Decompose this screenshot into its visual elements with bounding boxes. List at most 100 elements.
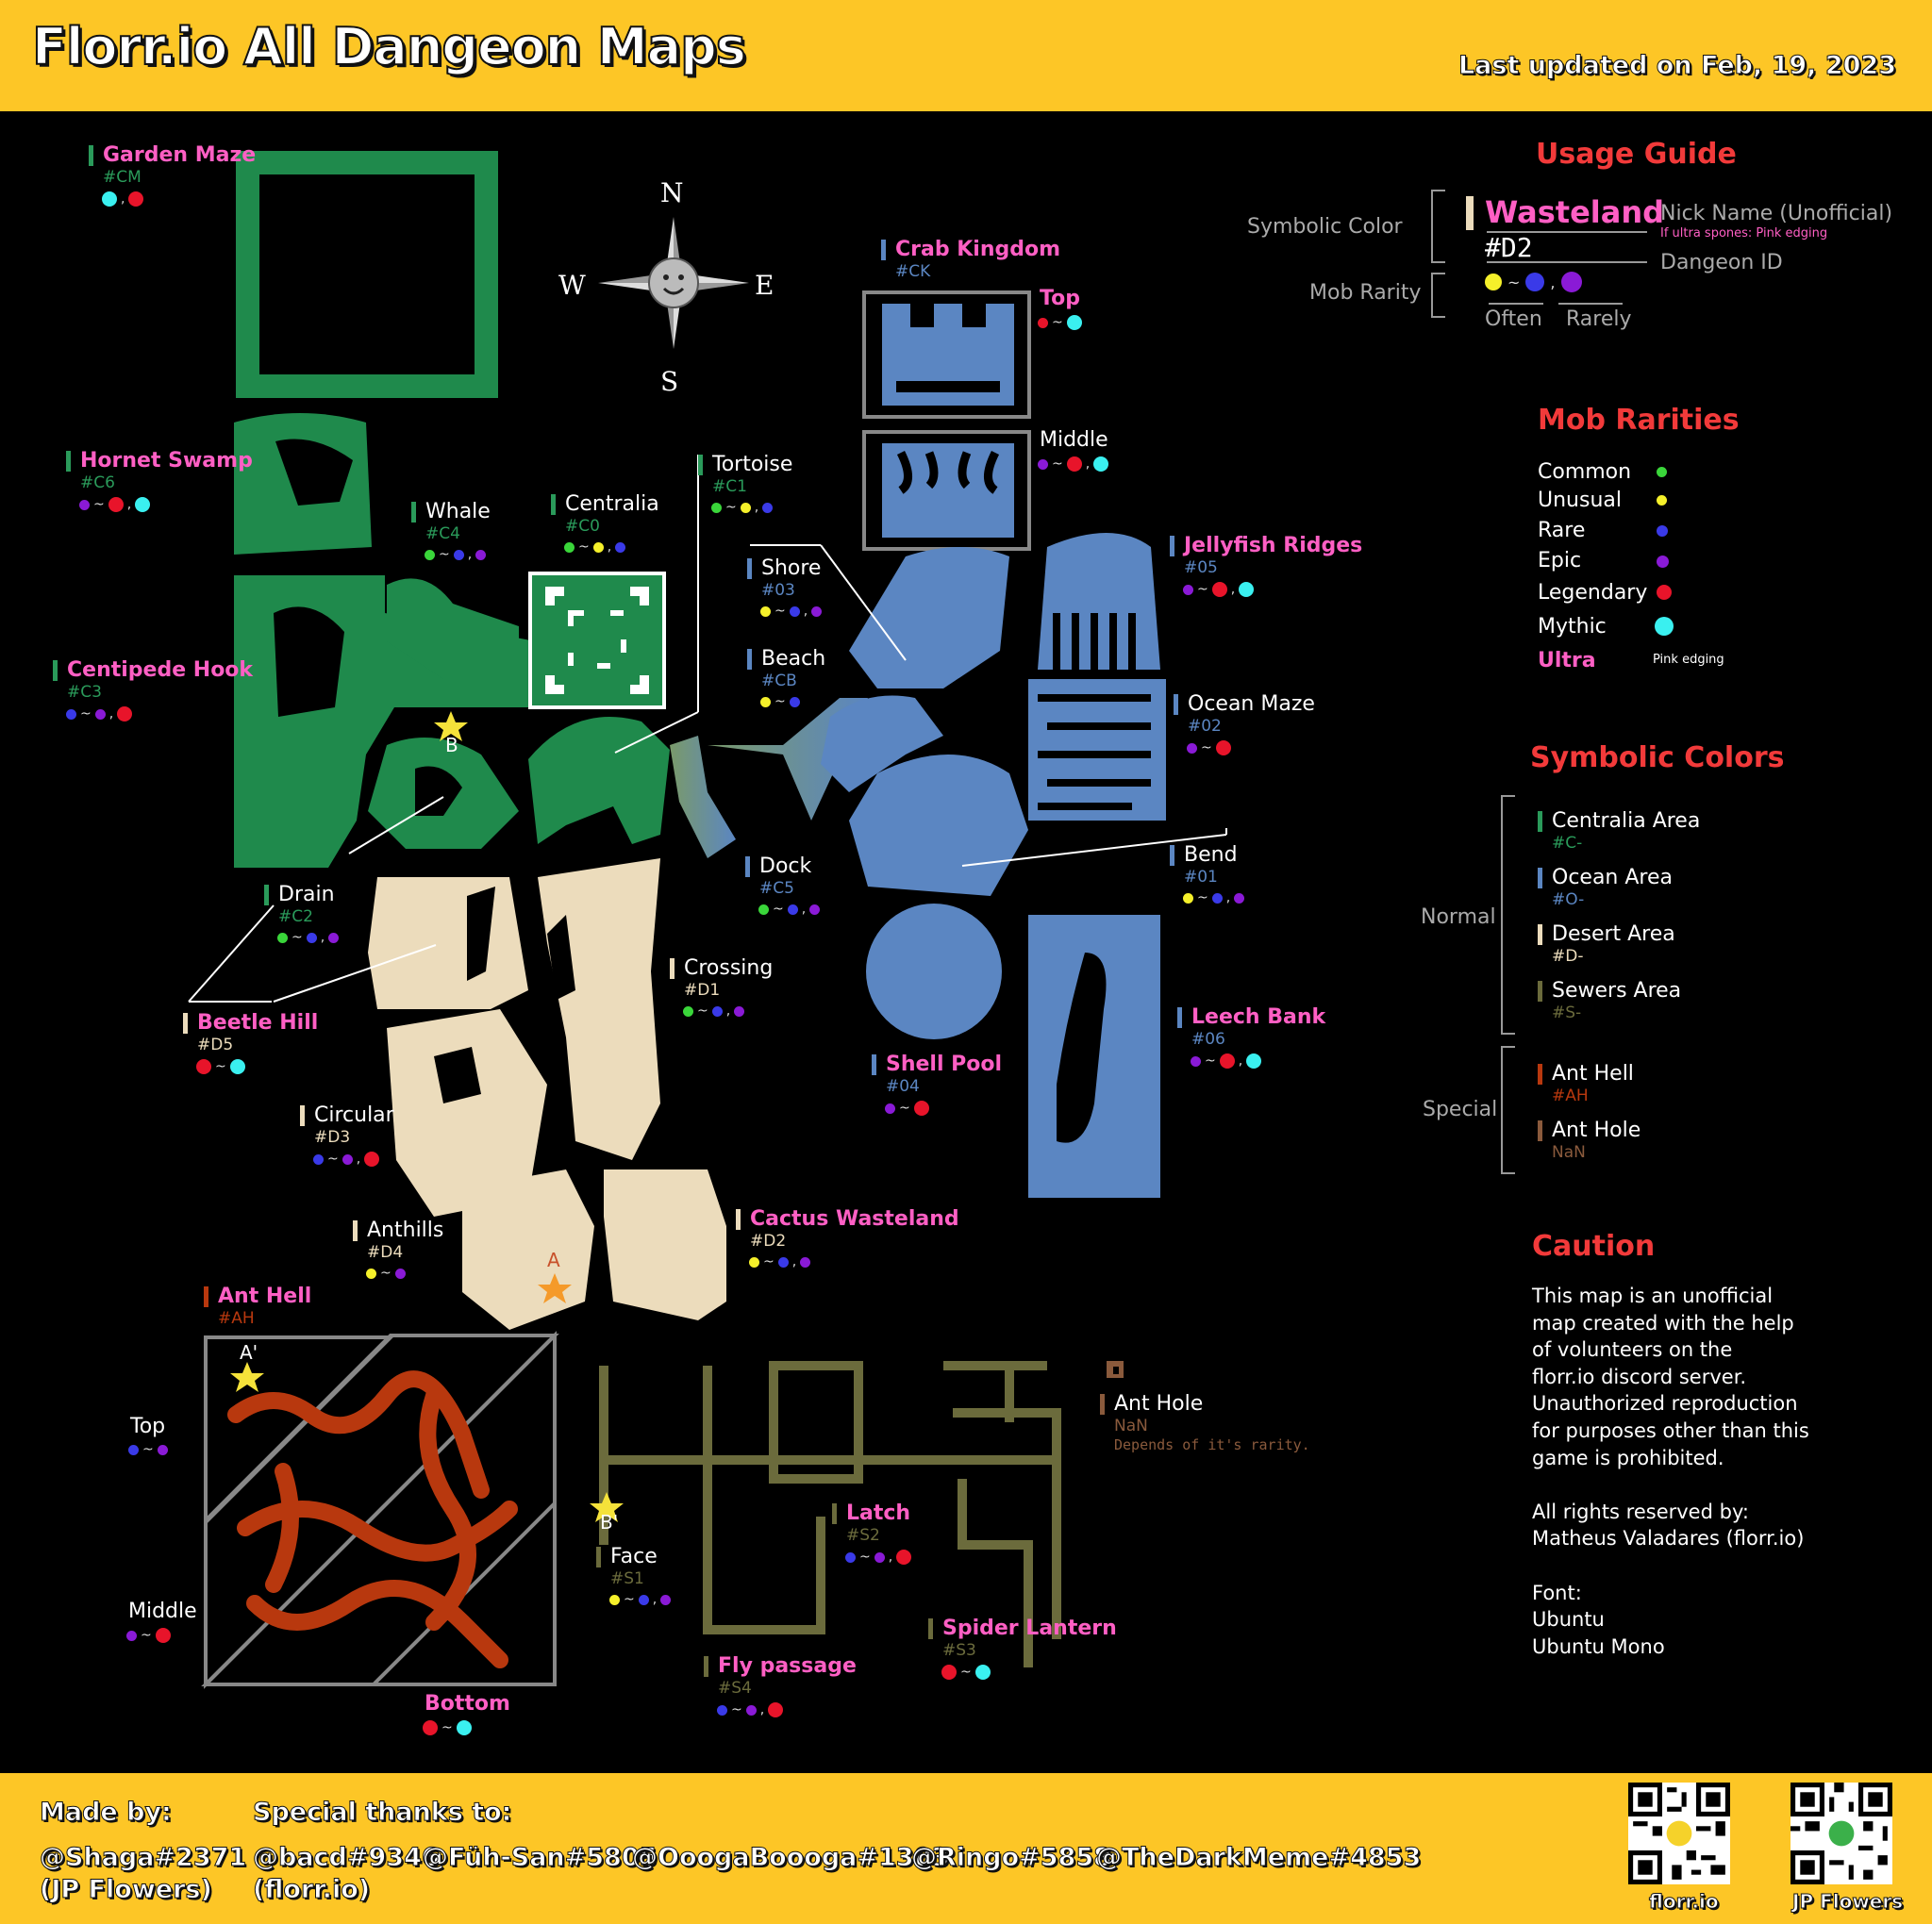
label-ant-hell-bottom[interactable]: Bottom ~ — [419, 1694, 510, 1735]
label-beach[interactable]: Beach #CB ~ — [747, 649, 825, 708]
qr-label-florrio: florr.io — [1649, 1890, 1720, 1914]
label-anthills[interactable]: Anthills #D4 ~ — [353, 1220, 443, 1280]
rarity-unusual: Unusual — [1538, 489, 1622, 512]
zone-name: Garden Maze — [89, 145, 256, 166]
dock-region — [670, 736, 736, 858]
symbolic-label: Ant Hole — [1538, 1120, 1641, 1141]
rarity-common: Common — [1538, 460, 1632, 484]
label-centipede-hook[interactable]: Centipede Hook #C3 ~, — [53, 660, 253, 722]
label-fly-passage[interactable]: Fly passage #S4 ~, — [704, 1656, 857, 1717]
zone-name: Bottom — [425, 1692, 510, 1716]
rarity-dot-epic — [1657, 556, 1669, 568]
label-beetle-hill[interactable]: Beetle Hill #D5 ~ — [183, 1013, 318, 1074]
zone-name: Beetle Hill — [183, 1013, 318, 1034]
caution-line — [1532, 1471, 1809, 1499]
thanks-4: @Ringo#5858 — [911, 1843, 1112, 1873]
zone-name: Anthills — [353, 1220, 443, 1241]
zone-id: #D3 — [314, 1128, 351, 1147]
symbolic-colors-title: Symbolic Colors — [1530, 741, 1785, 774]
symbolic-ocean: Ocean Area #O- — [1538, 868, 1673, 908]
drain-region — [368, 738, 519, 849]
zone-name: Ant Hell — [204, 1286, 311, 1307]
label-crab-kingdom[interactable]: Crab Kingdom #CK — [881, 240, 1060, 280]
jellyfish-ridges-region — [1038, 533, 1160, 670]
caution-title: Caution — [1532, 1230, 1656, 1263]
guide-symbolic-color: Symbolic Color — [1247, 215, 1403, 239]
thanks-2: @Füh-San#5805 — [422, 1843, 658, 1873]
guide-dungeon-id: Dangeon ID — [1660, 251, 1783, 274]
label-bend[interactable]: Bend #01 ~, — [1170, 845, 1245, 904]
symbolic-id: #O- — [1552, 890, 1585, 909]
label-ant-hell[interactable]: Ant Hell #AH — [204, 1286, 311, 1327]
label-leech-bank[interactable]: Leech Bank #06 ~, — [1177, 1007, 1325, 1069]
compass-rose — [598, 217, 749, 349]
label-dock[interactable]: Dock #C5 ~, — [745, 856, 821, 916]
label-centralia[interactable]: Centralia #C0 ~, — [551, 494, 659, 554]
crab-kingdom-region — [862, 290, 1031, 551]
zone-id: #C1 — [712, 477, 747, 496]
zone-name: Hornet Swamp — [66, 451, 253, 472]
label-cactus-wasteland[interactable]: Cactus Wasteland #D2 ~, — [736, 1209, 959, 1269]
caution-line: Ubuntu — [1532, 1608, 1605, 1632]
symbolic-label: Ant Hell — [1538, 1064, 1634, 1085]
label-crab-middle[interactable]: Middle ~, — [1034, 430, 1109, 472]
label-garden-maze[interactable]: Garden Maze #CM , — [89, 145, 256, 207]
star-marker-a-prime — [230, 1362, 264, 1392]
zone-id: #C0 — [565, 517, 600, 536]
zone-id: #D1 — [684, 981, 721, 1000]
beetle-hill-region — [368, 877, 528, 1009]
ant-hell-region — [201, 1331, 559, 1689]
last-updated: Last updated on Feb, 19, 2023 — [1457, 51, 1896, 81]
compass-w: W — [558, 270, 586, 301]
zone-name: Circular — [300, 1105, 394, 1126]
label-ant-hole[interactable]: Ant Hole NaN Depends of it's rarity. — [1100, 1394, 1310, 1452]
sewers-region — [599, 1361, 1061, 1667]
label-drain[interactable]: Drain #C2 ~, — [264, 885, 340, 944]
compass-e: E — [755, 270, 774, 301]
zone-name: Top — [130, 1415, 166, 1438]
label-face[interactable]: Face #S1 ~, — [596, 1547, 672, 1606]
compass-s: S — [660, 366, 679, 397]
thanks-5: @TheDarkMeme#4853 — [1095, 1843, 1422, 1873]
qr-code-jpflowers[interactable] — [1790, 1783, 1892, 1884]
symbolic-label: Ocean Area — [1538, 868, 1673, 888]
zone-name: Shore — [747, 558, 822, 579]
zone-id: #S2 — [846, 1526, 880, 1545]
crossing-region — [538, 858, 660, 1160]
label-shore[interactable]: Shore #03 ~, — [747, 558, 823, 618]
label-tortoise[interactable]: Tortoise #C1 ~, — [698, 455, 792, 514]
zone-id: #C3 — [67, 683, 102, 702]
zone-name: Cactus Wasteland — [736, 1209, 959, 1230]
label-circular[interactable]: Circular #D3 ~, — [300, 1105, 394, 1167]
zone-name: Tortoise — [698, 455, 792, 475]
caution-line: Font: — [1532, 1581, 1582, 1604]
label-whale[interactable]: Whale #C4 ~, — [411, 502, 491, 561]
label-ant-hell-middle[interactable]: Middle ~ — [119, 1601, 197, 1643]
label-latch[interactable]: Latch #S2 ~, — [832, 1503, 912, 1565]
zone-name: Ant Hole — [1100, 1394, 1310, 1415]
zone-name: Beach — [747, 649, 825, 670]
label-shell-pool[interactable]: Shell Pool #04 ~ — [872, 1054, 1002, 1116]
zone-id: #03 — [761, 581, 795, 600]
label-ocean-maze[interactable]: Ocean Maze #02 ~ — [1174, 694, 1315, 755]
symbolic-label: Centralia Area — [1538, 811, 1700, 832]
qr-code-florrio[interactable] — [1628, 1783, 1730, 1884]
symbolic-desert: Desert Area #D- — [1538, 924, 1675, 965]
label-spider-lantern[interactable]: Spider Lantern #S3 ~ — [928, 1618, 1117, 1680]
symbolic-id: NaN — [1552, 1143, 1586, 1162]
zone-name: Bend — [1170, 845, 1244, 866]
label-ant-hell-top[interactable]: Top ~ — [121, 1417, 168, 1456]
zone-id: #AH — [218, 1309, 255, 1328]
symbolic-id: #C- — [1552, 834, 1583, 853]
label-crab-top[interactable]: Top ~ — [1034, 289, 1082, 330]
label-jellyfish-ridges[interactable]: Jellyfish Ridges #05 ~, — [1170, 536, 1362, 597]
label-hornet-swamp[interactable]: Hornet Swamp #C6 ~, — [66, 451, 253, 512]
footer-band — [0, 1773, 1932, 1924]
label-crossing[interactable]: Crossing #D1 ~, — [670, 958, 773, 1018]
caution-line: This map is an unofficial — [1532, 1285, 1774, 1307]
rarity-dot-legendary — [1657, 585, 1672, 600]
made-by-label: Made by: — [40, 1798, 173, 1828]
zone-id: NaN — [1114, 1417, 1148, 1435]
guide-often: Often — [1485, 307, 1542, 331]
zone-id: #C4 — [425, 524, 460, 543]
